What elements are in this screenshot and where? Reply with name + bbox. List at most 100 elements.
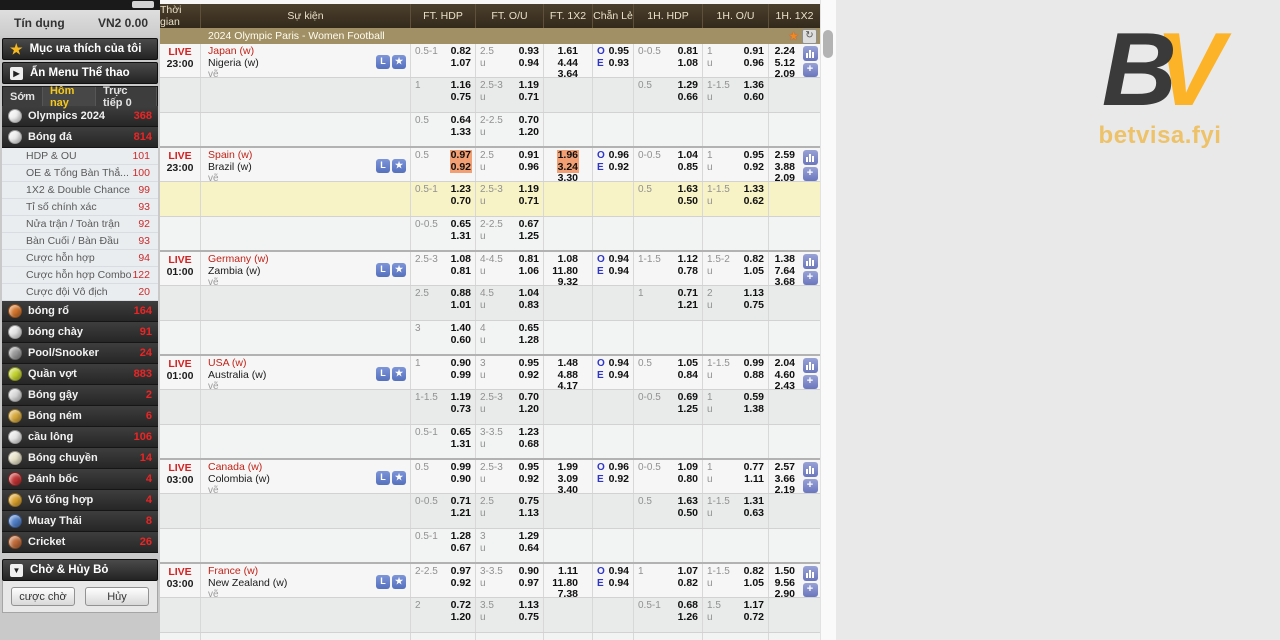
odds-value[interactable]: 9.56 <box>774 576 795 589</box>
odds-value[interactable]: 2.90 <box>774 588 795 597</box>
sidebar-item-badminton[interactable]: cầu lông 106 <box>2 427 158 448</box>
odds-value[interactable]: 0.96 <box>518 160 539 173</box>
odds-value[interactable]: 0.99 <box>450 368 471 381</box>
pending-bets-button[interactable]: cược chờ <box>11 587 75 606</box>
odds-value[interactable]: 1.38 <box>774 253 795 265</box>
odds-value[interactable]: 0.71 <box>518 90 539 103</box>
odds-value[interactable]: 0.80 <box>677 472 698 485</box>
odds-value[interactable]: 0.50 <box>677 506 698 519</box>
odds-value[interactable]: 0.67 <box>518 218 539 230</box>
odds-value[interactable]: 0.75 <box>743 298 764 311</box>
away-team[interactable]: Zambia (w) <box>208 264 261 277</box>
odds-value[interactable]: 1.36 <box>743 79 764 91</box>
odds-value[interactable]: 1.20 <box>518 402 539 415</box>
odds-value[interactable]: 0.88 <box>743 368 764 381</box>
odds-value[interactable]: 11.80 <box>552 576 578 589</box>
odds-value[interactable]: 0.68 <box>677 599 698 611</box>
odds-value[interactable]: 1.12 <box>677 253 698 265</box>
odds-value[interactable]: 1.11 <box>558 565 578 577</box>
odds-value[interactable]: 0.67 <box>450 541 471 554</box>
sidebar-item-olympics[interactable]: Olympics 2024 368 <box>2 106 158 127</box>
odds-value[interactable]: 1.19 <box>518 183 539 195</box>
odds-value[interactable]: 0.83 <box>518 298 539 311</box>
odds-value[interactable]: 0.71 <box>450 495 471 507</box>
cancel-bets-button[interactable]: Hủy <box>85 587 149 606</box>
sidebar-item-football[interactable]: Bóng đá 814 <box>2 127 158 148</box>
sidebar-item-cricket[interactable]: Cricket 26 <box>2 532 158 553</box>
odds-value[interactable]: 1.33 <box>450 125 471 138</box>
odds-value[interactable]: 2.43 <box>774 380 795 389</box>
odds-value[interactable]: 0.65 <box>518 322 539 334</box>
sidebar-subitem[interactable]: Cược hỗn hợp Combo 122 <box>2 267 158 284</box>
sidebar-item-snooker[interactable]: Pool/Snooker 24 <box>2 343 158 364</box>
odds-value[interactable]: 0.77 <box>743 461 764 473</box>
away-team[interactable]: Nigeria (w) <box>208 56 259 69</box>
odds-value[interactable]: 0.90 <box>450 357 471 369</box>
sidebar-subitem[interactable]: Bàn Cuối / Bàn Đầu 93 <box>2 233 158 250</box>
odds-value[interactable]: 2.09 <box>774 172 795 181</box>
add-bet-icon[interactable]: + <box>802 62 818 77</box>
favorite-match-icon[interactable]: ★ <box>392 55 406 69</box>
odds-value[interactable]: 0.92 <box>608 160 629 173</box>
scrollbar[interactable] <box>820 0 836 640</box>
odds-value[interactable]: 0.92 <box>608 472 629 485</box>
odds-value[interactable]: 4.60 <box>774 368 795 381</box>
odds-value[interactable]: 0.71 <box>518 194 539 207</box>
odds-value[interactable]: 1.17 <box>743 599 764 611</box>
odds-value[interactable]: 0.78 <box>677 264 698 277</box>
odds-value[interactable]: 1.11 <box>744 472 764 485</box>
tab-live[interactable]: Trực tiếp 0 <box>96 85 157 109</box>
odds-value[interactable]: 2.09 <box>774 68 795 77</box>
stats-icon[interactable] <box>802 46 818 61</box>
odds-value[interactable]: 0.82 <box>743 565 764 577</box>
odds-value[interactable]: 1.05 <box>743 264 764 277</box>
odds-value[interactable]: 1.31 <box>450 437 471 450</box>
home-team[interactable]: Canada (w) <box>208 461 263 473</box>
odds-value[interactable]: 1.61 <box>557 45 578 57</box>
odds-value[interactable]: 2.24 <box>774 45 795 57</box>
odds-value[interactable]: 0.71 <box>677 287 698 299</box>
odds-value[interactable]: 11.80 <box>552 264 578 277</box>
odds-value[interactable]: 0.92 <box>450 576 471 589</box>
favorite-match-icon[interactable]: ★ <box>392 367 406 381</box>
odds-value[interactable]: 0.96 <box>743 56 764 69</box>
odds-value[interactable]: 1.01 <box>450 298 471 311</box>
live-stream-icon[interactable]: L <box>376 471 390 485</box>
live-stream-icon[interactable]: L <box>376 575 390 589</box>
odds-value[interactable]: 0.97 <box>450 565 471 577</box>
odds-value[interactable]: 1.23 <box>518 426 539 438</box>
odds-value[interactable]: 1.19 <box>450 391 471 403</box>
favorite-match-icon[interactable]: ★ <box>392 471 406 485</box>
odds-value[interactable]: 0.92 <box>449 160 472 173</box>
odds-value[interactable]: 1.96 <box>556 149 579 162</box>
odds-value[interactable]: 4.88 <box>557 368 578 381</box>
odds-value[interactable]: 1.25 <box>518 229 539 242</box>
odds-value[interactable]: 0.65 <box>450 218 471 230</box>
odds-value[interactable]: 0.94 <box>608 357 629 369</box>
odds-value[interactable]: 0.75 <box>518 495 539 507</box>
odds-value[interactable]: 7.38 <box>557 588 578 597</box>
odds-value[interactable]: 0.72 <box>450 599 471 611</box>
tab-today[interactable]: Hôm nay <box>42 85 96 109</box>
sidebar-subitem[interactable]: Cược hỗn hợp 94 <box>2 250 158 267</box>
sidebar-item-muay-thai[interactable]: Muay Thái 8 <box>2 511 158 532</box>
odds-value[interactable]: 0.70 <box>518 114 539 126</box>
live-stream-icon[interactable]: L <box>376 263 390 277</box>
odds-value[interactable]: 0.93 <box>608 56 629 69</box>
odds-value[interactable]: 0.94 <box>518 56 539 69</box>
favorite-match-icon[interactable]: ★ <box>392 159 406 173</box>
odds-value[interactable]: 0.90 <box>450 472 471 485</box>
odds-value[interactable]: 0.60 <box>450 333 471 346</box>
away-team[interactable]: New Zealand (w) <box>208 576 288 589</box>
stats-icon[interactable] <box>802 150 818 165</box>
odds-value[interactable]: 1.63 <box>677 495 698 507</box>
odds-value[interactable]: 1.40 <box>450 322 471 334</box>
odds-value[interactable]: 1.99 <box>557 461 578 473</box>
odds-value[interactable]: 0.81 <box>677 45 698 57</box>
odds-value[interactable]: 0.92 <box>518 472 539 485</box>
odds-value[interactable]: 0.81 <box>450 264 471 277</box>
away-team[interactable]: Australia (w) <box>208 368 267 381</box>
odds-value[interactable]: 1.07 <box>677 565 698 577</box>
odds-value[interactable]: 1.05 <box>743 576 764 589</box>
stats-icon[interactable] <box>802 254 818 269</box>
